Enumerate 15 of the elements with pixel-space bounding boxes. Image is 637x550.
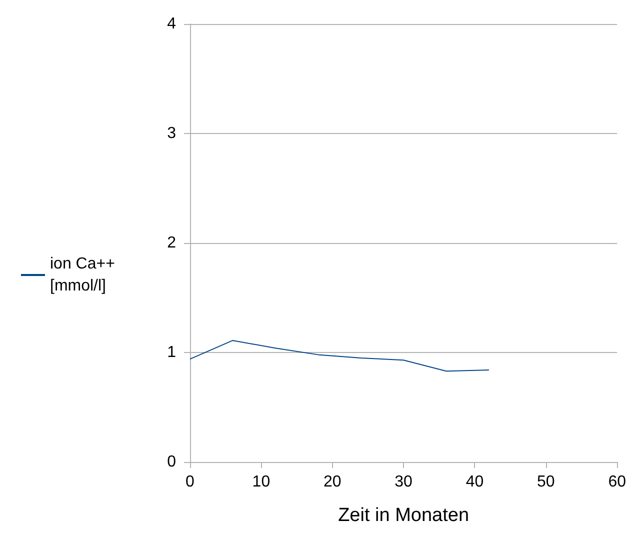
x-tick-label: 20 <box>323 474 342 490</box>
y-tick-label: 3 <box>167 125 176 142</box>
y-tick-label: 1 <box>167 344 176 361</box>
x-tick-label: 0 <box>186 474 195 490</box>
y-tick-label: 4 <box>167 16 176 32</box>
x-axis-title: Zeit in Monaten <box>338 505 470 526</box>
x-tick-label: 40 <box>466 474 484 490</box>
x-tick-label: 50 <box>537 474 555 490</box>
line-series <box>190 340 490 372</box>
legend-label: ion Ca++ [mmol/l] <box>50 256 120 294</box>
x-tick-label: 30 <box>394 474 413 490</box>
x-tick-label: 10 <box>252 474 270 490</box>
y-tick-label: 2 <box>167 234 176 252</box>
x-tick-label: 60 <box>608 474 626 490</box>
y-tick-label: 0 <box>167 454 176 470</box>
